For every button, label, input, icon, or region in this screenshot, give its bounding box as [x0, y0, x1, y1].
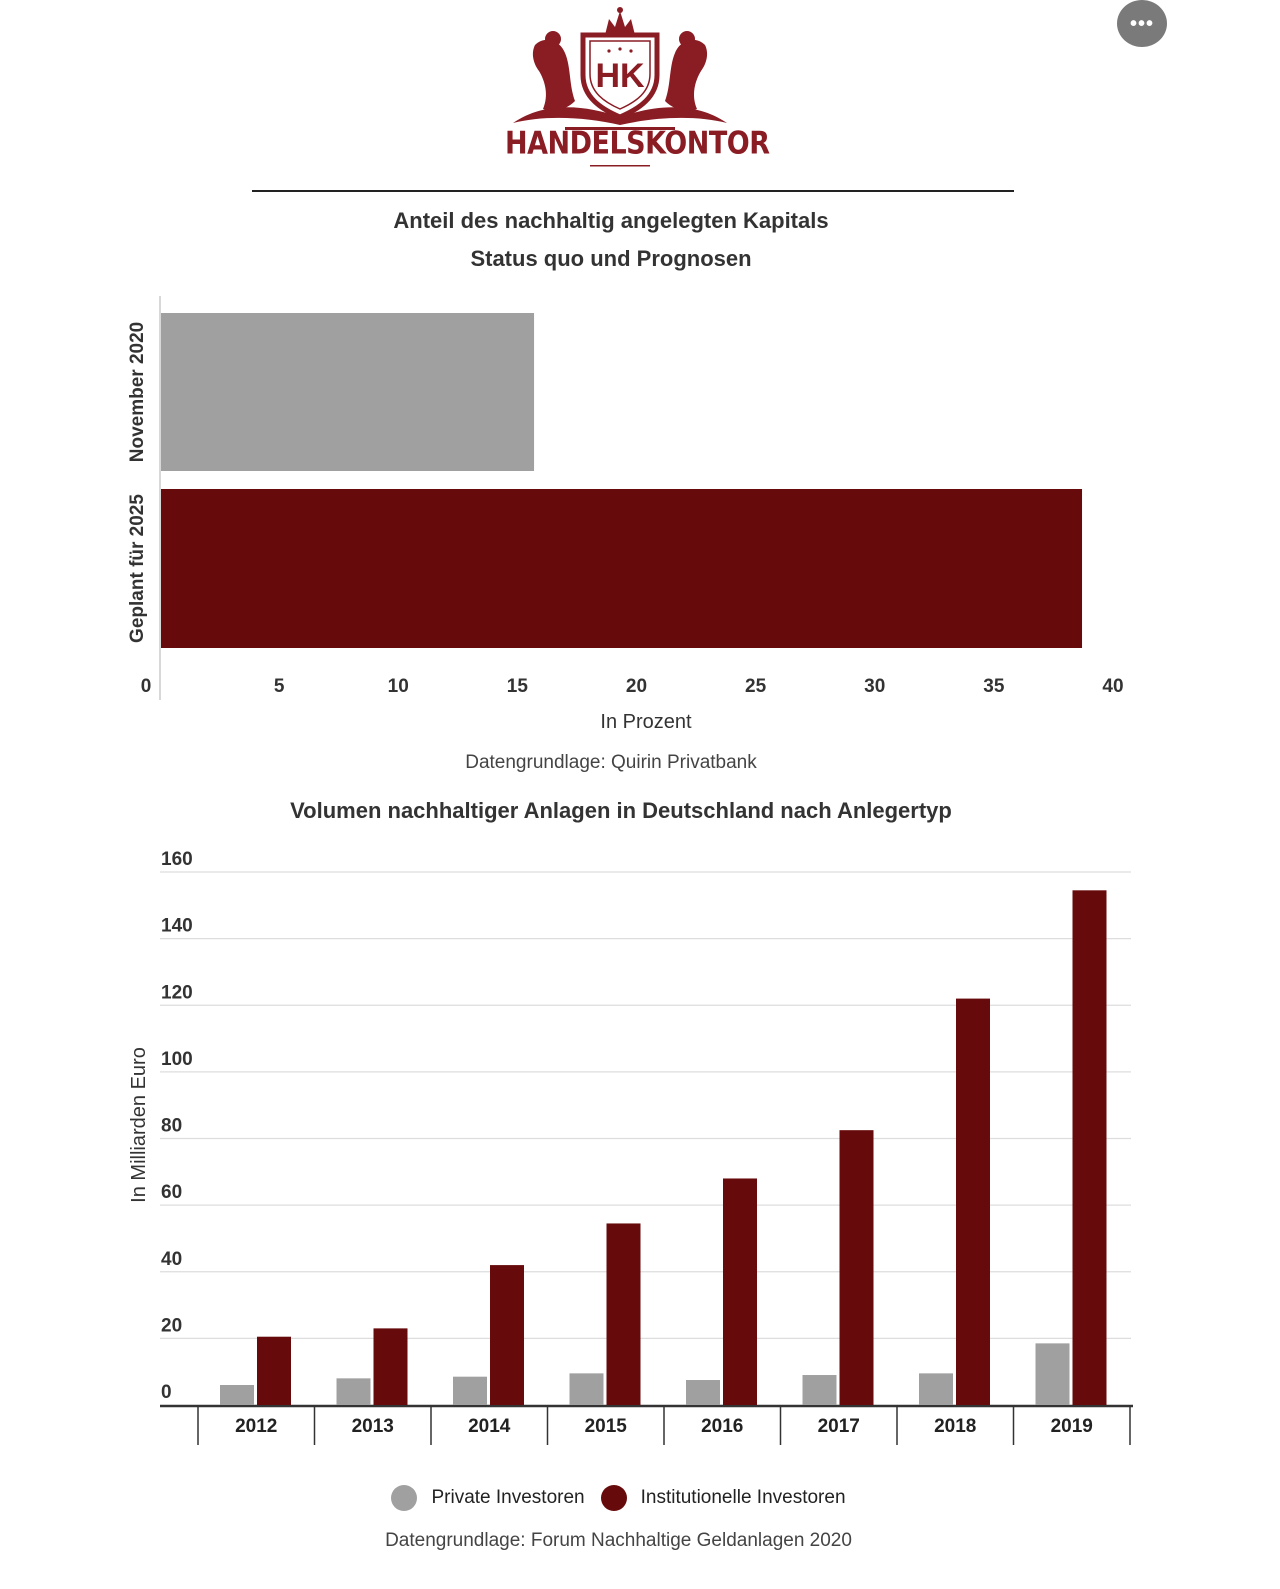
chart2-y-tick-label: 120 [161, 982, 193, 1003]
chart2-x-tick-label: 2014 [468, 1416, 511, 1437]
chart2-bar-institutional-2019 [1072, 890, 1107, 1405]
legend-dot-private [391, 1485, 418, 1511]
chart1-x-tick-label: 5 [274, 676, 285, 697]
legend-item-institutional: Institutionelle Investoren [600, 1485, 846, 1511]
chart1-category-label: Geplant für 2025 [127, 494, 148, 643]
chart1-x-tick-label: 20 [626, 676, 647, 697]
chart2-bar-private-2019 [1035, 1343, 1070, 1405]
chart2-y-tick-label: 140 [161, 916, 193, 937]
legend-label-private: Private Investoren [431, 1487, 585, 1508]
chart2-x-tick-label: 2013 [352, 1416, 394, 1437]
chart1-x-tick-label: 25 [745, 676, 767, 697]
chart2-x-tick-label: 2018 [934, 1416, 976, 1437]
chart2-x-tick-label: 2019 [1051, 1416, 1093, 1437]
chart2-bar-private-2015 [569, 1373, 604, 1405]
chart2-bar-institutional-2016 [723, 1178, 757, 1405]
chart1-category-label: November 2020 [127, 322, 148, 462]
header-divider [252, 190, 1014, 192]
chart2-bar-institutional-2015 [606, 1223, 641, 1405]
chart2-x-tick-label: 2017 [818, 1416, 860, 1437]
chart1-x-tick-label: 15 [507, 676, 529, 697]
chart2-bar-private-2012 [220, 1385, 254, 1405]
chart2-y-tick-label: 80 [161, 1116, 182, 1137]
chart2-y-tick-label: 100 [161, 1049, 193, 1070]
chart1-x-tick-label: 10 [388, 676, 409, 697]
chart2-bar-private-2013 [336, 1378, 371, 1405]
chart2-bar-private-2018 [919, 1373, 953, 1405]
chart2-title: Volumen nachhaltiger Anlagen in Deutschl… [290, 798, 952, 823]
legend-label-institutional: Institutionelle Investoren [640, 1487, 846, 1508]
chart1-x-tick-label: 0 [141, 676, 152, 697]
chart1-bar-november-2020 [161, 313, 535, 471]
chart2-bar-private-2017 [802, 1375, 837, 1405]
chart2-y-tick-label: 60 [161, 1182, 182, 1203]
chart1-x-tick-label: 30 [864, 676, 885, 697]
chart1-horizontal-bar-chart: November 2020 Geplant für 2025 0 5 10 15 20 25 3… [127, 296, 1124, 733]
chart2-y-tick-label: 160 [161, 849, 193, 870]
chart1-x-axis-title: In Prozent [600, 711, 692, 733]
chart2-source: Datengrundlage: Forum Nachhaltige Geldan… [385, 1530, 852, 1551]
legend-item-private: Private Investoren [391, 1485, 585, 1511]
chart2-bar-private-2016 [686, 1380, 720, 1405]
chart2-y-tick-label: 20 [161, 1315, 182, 1336]
chart1-subtitle: Status quo und Prognosen [470, 246, 752, 271]
chart2-bar-institutional-2012 [257, 1336, 291, 1405]
chart2-x-tick-label: 2016 [701, 1416, 743, 1437]
chart2-bar-institutional-2014 [490, 1265, 524, 1405]
chart2-bar-institutional-2013 [373, 1328, 408, 1405]
chart1-bar-geplant-f-r-2025 [161, 489, 1083, 648]
chart1-x-tick-label: 35 [983, 676, 1005, 697]
chart2-legend: Private Investoren Institutionelle Inves… [0, 1485, 1237, 1511]
chart1-x-tick-label: 40 [1102, 676, 1123, 697]
legend-dot-institutional [600, 1485, 627, 1511]
chart1-source: Datengrundlage: Quirin Privatbank [465, 752, 757, 773]
chart2-x-tick-label: 2012 [235, 1416, 277, 1437]
more-options-button[interactable]: ••• [1117, 0, 1167, 47]
chart2-bar-institutional-2017 [839, 1130, 874, 1405]
chart2-x-tick-label: 2015 [585, 1416, 628, 1437]
chart2-y-axis-title: In Milliarden Euro [128, 1047, 150, 1203]
chart2-bar-institutional-2018 [956, 998, 990, 1405]
handelskontor-logo: HK [513, 7, 727, 167]
logo-wordmark: HANDELSKONTOR [505, 125, 770, 162]
chart1-title: Anteil des nachhaltig angelegten Kapital… [393, 208, 829, 233]
chart2-bar-private-2014 [453, 1376, 487, 1405]
chart2-y-tick-label: 40 [161, 1249, 182, 1270]
chart2-y-tick-label: 0 [161, 1382, 172, 1403]
logo-monogram: HK [595, 57, 645, 95]
chart2-vertical-bar-chart: 0 20 40 60 80 100 120 140 160 In Milliarden Euro 2… [128, 849, 1133, 1445]
